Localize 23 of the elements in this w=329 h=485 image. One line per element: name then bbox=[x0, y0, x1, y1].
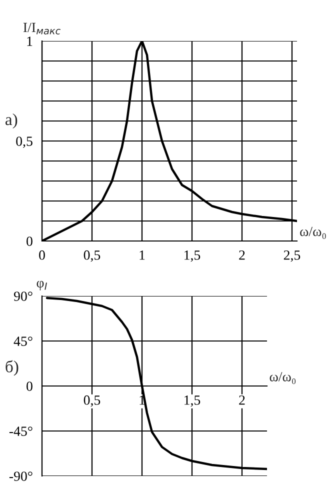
y-tick-label: 90° bbox=[14, 292, 32, 301]
x-tick-label: 0,5 bbox=[84, 250, 100, 262]
y-tick-label: -45° bbox=[9, 426, 32, 436]
x-tick-label: 0,5 bbox=[84, 395, 100, 407]
x-axis-title: ω/ω₀ bbox=[300, 226, 326, 239]
y-tick-label: 0,5 bbox=[16, 136, 32, 148]
x-axis-title: ω/ω₀ bbox=[270, 372, 296, 384]
y-tick-label: 45° bbox=[14, 336, 32, 346]
x-tick-label: 1,5 bbox=[184, 395, 200, 407]
y-axis-title: I/I$_{макс}$ bbox=[23, 22, 61, 34]
y-tick-label: -90° bbox=[9, 472, 32, 481]
x-tick-label: 2,5 bbox=[284, 250, 300, 262]
y-tick-label: 0 bbox=[26, 236, 32, 246]
text: a) bbox=[6, 113, 18, 129]
x-tick-label: 1 bbox=[140, 250, 145, 260]
x-tick-label: 0 bbox=[39, 250, 45, 260]
y-tick-label: 0 bbox=[26, 382, 32, 391]
x-tick-label: 1,5 bbox=[184, 250, 200, 262]
y-tick-label: 1 bbox=[27, 36, 32, 46]
x-tick-label: 2 bbox=[239, 395, 245, 405]
x-tick-label: 2 bbox=[239, 250, 245, 260]
y-axis-title: φ$_{I}$ bbox=[36, 280, 47, 290]
text: б) bbox=[6, 360, 18, 376]
